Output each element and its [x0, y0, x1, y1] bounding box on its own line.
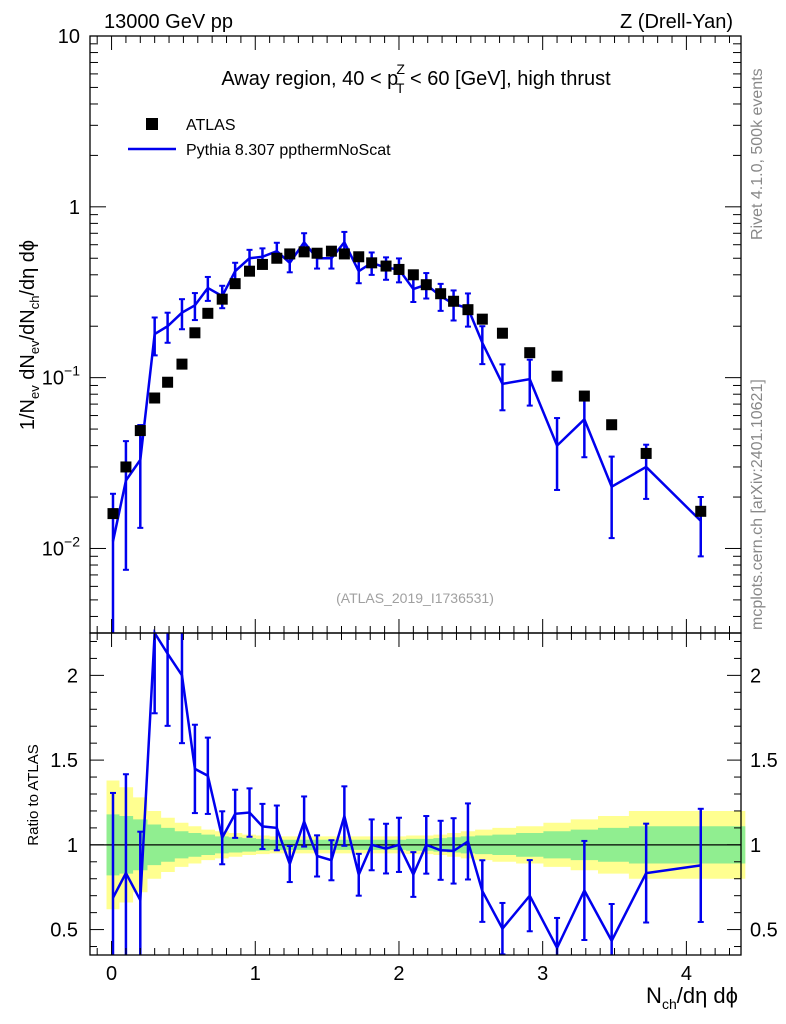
data-point: [435, 288, 447, 300]
data-point: [380, 260, 392, 272]
data-point: [640, 447, 652, 459]
data-point: [244, 265, 256, 277]
data-point: [229, 278, 241, 290]
data-point: [551, 370, 563, 382]
legend-data-marker: [146, 118, 158, 130]
y-tick-label: 10: [58, 26, 80, 48]
data-point: [120, 461, 132, 473]
y-tick-label: 1: [69, 197, 80, 219]
data-point: [524, 347, 536, 359]
legend-mc-label: Pythia 8.307 ppthermNoScat: [186, 142, 391, 159]
data-point: [462, 304, 474, 316]
data-point: [176, 358, 188, 370]
data-point: [606, 419, 618, 431]
data-point: [366, 257, 378, 269]
plot-title: Away region, 40 < pZ T < 60 [GeV], high t…: [221, 61, 611, 96]
ratio-series-line: [111, 628, 701, 951]
ratio-frame: [89, 632, 742, 956]
data-point: [256, 258, 268, 270]
x-tick-label: 4: [681, 963, 692, 985]
data-point: [496, 327, 508, 339]
data-point: [189, 327, 201, 339]
mc-series-line: [111, 239, 702, 542]
header-right: Z (Drell-Yan): [620, 11, 733, 33]
ratio-tick-label-right: 2: [750, 665, 761, 687]
x-tick-label: 1: [250, 963, 261, 985]
data-point: [134, 425, 146, 437]
data-point: [284, 248, 296, 260]
data-point: [298, 246, 310, 258]
data-point: [420, 279, 432, 291]
header-left: 13000 GeV pp: [104, 11, 233, 33]
ratio-tick-label: 1: [67, 835, 78, 857]
ratio-tick-label-right: 1: [750, 835, 761, 857]
ratio-tick-label-right: 1.5: [750, 750, 778, 772]
x-tick-label: 2: [393, 963, 404, 985]
ratio-tick-label: 0.5: [50, 920, 78, 942]
x-axis-label: Nch/dη dϕ: [646, 983, 738, 1012]
x-tick-label: 3: [537, 963, 548, 985]
ratio-tick-label: 1.5: [50, 750, 78, 772]
data-point: [448, 295, 460, 307]
data-point: [393, 263, 405, 275]
ratio-axes: 0 1 2 3 4 2 2 1.5 1.5 1 1 0.5 0.5: [50, 633, 778, 985]
data-point: [338, 248, 350, 260]
data-point: [149, 392, 161, 404]
ratio-tick-label-right: 0.5: [750, 920, 778, 942]
y-tick-label: 10−2: [42, 533, 80, 560]
y-tick-label: 10−1: [42, 363, 80, 390]
data-point: [578, 390, 590, 402]
legend-data-label: ATLAS: [186, 117, 236, 134]
ratio-marks: [109, 628, 704, 956]
data-point: [271, 252, 283, 264]
data-point: [162, 376, 174, 388]
main-axes: 10 1 10−1 10−2: [42, 26, 741, 633]
data-point: [202, 307, 214, 319]
ratio-tick-label: 2: [67, 665, 78, 687]
data-point: [353, 251, 365, 263]
mcplots-label: mcplots.cern.ch [arXiv:2401.10621]: [749, 379, 766, 630]
data-point: [216, 293, 228, 305]
data-point: [407, 269, 419, 281]
y-axis-label: 1/Nev dNev/dNch/dη dϕ: [17, 240, 42, 430]
data-point: [695, 505, 707, 517]
data-point: [107, 508, 119, 520]
rivet-label: Rivet 4.1.0, 500k events: [749, 68, 766, 240]
data-point: [476, 313, 488, 325]
main-marks: [107, 230, 707, 633]
x-tick-label: 0: [106, 963, 117, 985]
data-point: [311, 247, 323, 259]
ratio-y-axis-label: Ratio to ATLAS: [25, 744, 42, 845]
data-point: [325, 245, 337, 257]
analysis-watermark: (ATLAS_2019_I1736531): [336, 590, 494, 606]
